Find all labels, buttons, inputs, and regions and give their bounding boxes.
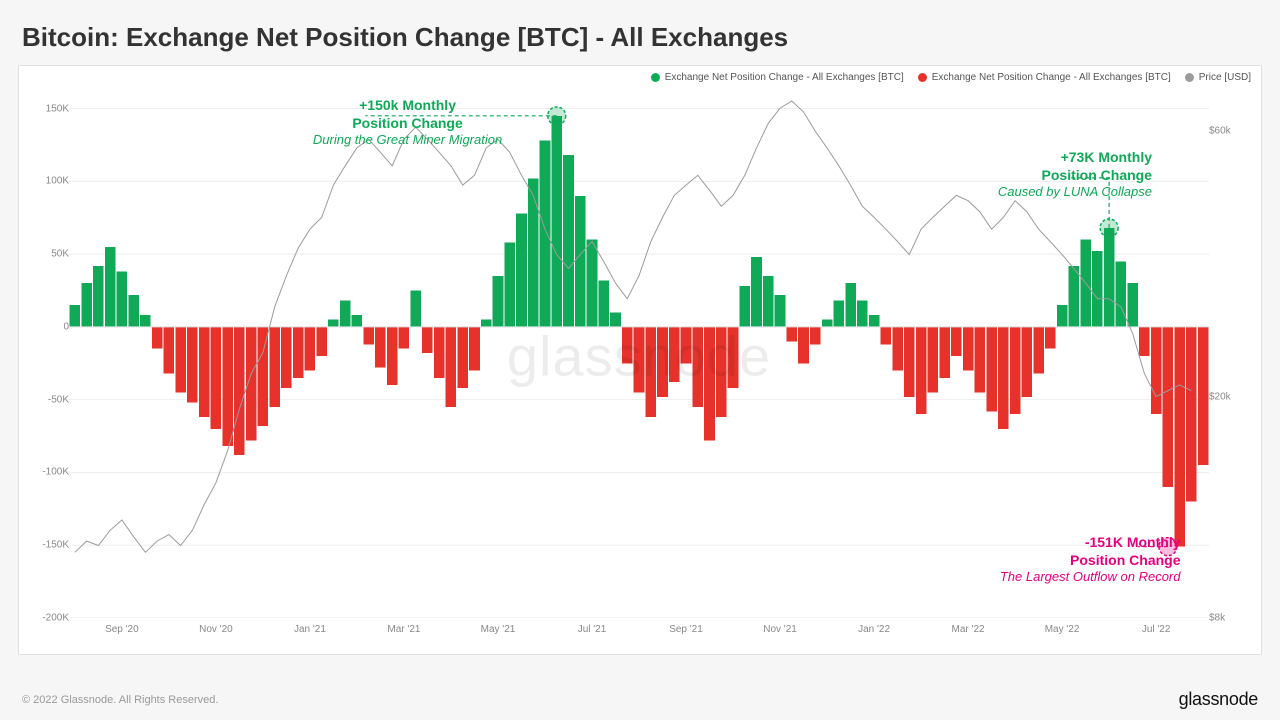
x-axis: Sep '20Nov '20Jan '21Mar '21May '21Jul '…: [69, 624, 1209, 644]
plot-svg: [69, 94, 1209, 618]
legend-item-neg: Exchange Net Position Change - All Excha…: [918, 72, 1171, 83]
y-axis-left: -200K-150K-100K-50K050K100K150K: [25, 94, 69, 618]
legend-swatch-pos: [651, 73, 660, 82]
brand-logo: glassnode: [1179, 689, 1258, 710]
footer-copyright: © 2022 Glassnode. All Rights Reserved.: [22, 694, 218, 706]
page-title: Bitcoin: Exchange Net Position Change [B…: [22, 22, 1262, 53]
legend-swatch-neg: [918, 73, 927, 82]
chart-frame: Exchange Net Position Change - All Excha…: [18, 65, 1262, 655]
legend-label: Price [USD]: [1199, 72, 1251, 83]
legend-label: Exchange Net Position Change - All Excha…: [932, 72, 1171, 83]
y-axis-right: $8k$20k$60k: [1209, 94, 1253, 618]
legend: Exchange Net Position Change - All Excha…: [651, 72, 1251, 83]
legend-item-pos: Exchange Net Position Change - All Excha…: [651, 72, 904, 83]
legend-item-price: Price [USD]: [1185, 72, 1251, 83]
legend-label: Exchange Net Position Change - All Excha…: [665, 72, 904, 83]
plot-area: glassnode +150k Monthly Position Change …: [69, 94, 1209, 618]
legend-swatch-price: [1185, 73, 1194, 82]
